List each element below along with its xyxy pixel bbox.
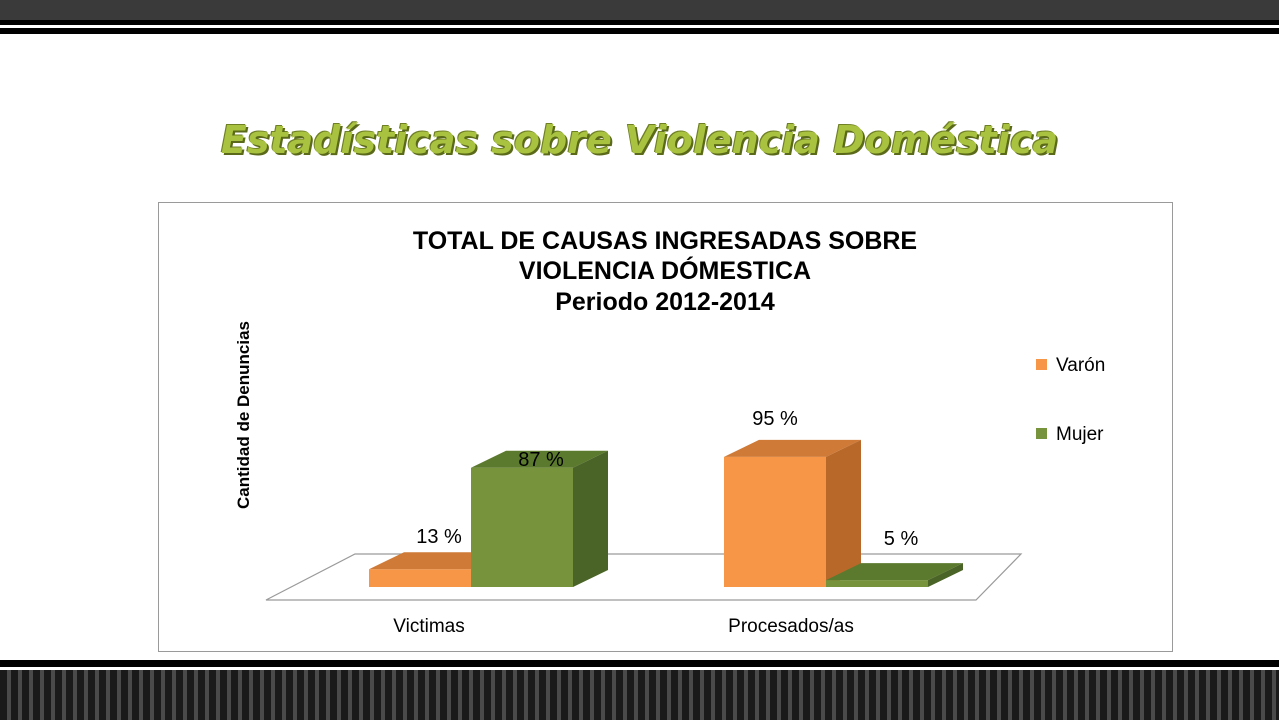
data-label-procesados-varon: 95 % (752, 408, 798, 430)
bar-procesados-mujer-side (928, 563, 963, 587)
data-label-victimas-varon: 13 % (416, 526, 462, 548)
bar-procesados-varon (724, 456, 826, 587)
slide-title: Estadísticas sobre Violencia Doméstica (220, 118, 1059, 162)
bottom-decor-line (0, 660, 1279, 667)
legend-swatch-mujer (1036, 428, 1047, 439)
chart-title-line: VIOLENCIA DÓMESTICA (519, 255, 811, 285)
bar-victimas-mujer-side (573, 450, 608, 587)
x-tick-label: Procesados/as (728, 616, 854, 637)
bar-victimas-mujer (471, 467, 573, 587)
bar-chart: TOTAL DE CAUSAS INGRESADAS SOBRE VIOLENC… (234, 227, 1105, 637)
bar-victimas-varon (369, 569, 471, 587)
bar-victimas-mujer-top (471, 450, 608, 468)
y-axis-label: Cantidad de Denuncias (234, 321, 253, 509)
chart-frame: TOTAL DE CAUSAS INGRESADAS SOBRE VIOLENC… (158, 202, 1173, 652)
data-label-procesados-mujer: 5 % (884, 528, 919, 550)
bar-procesados-mujer-top (826, 563, 963, 581)
bottom-decor-bar (0, 670, 1279, 720)
legend: Varón Mujer (1036, 355, 1105, 445)
top-decor-line (0, 20, 1279, 25)
legend-swatch-varon (1036, 359, 1047, 370)
bar-procesados-mujer (826, 580, 928, 587)
chart-title-line: TOTAL DE CAUSAS INGRESADAS SOBRE (413, 227, 917, 255)
chart-title-line: Periodo 2012-2014 (555, 288, 775, 316)
chart-title: TOTAL DE CAUSAS INGRESADAS SOBRE VIOLENC… (413, 227, 917, 316)
legend-label-mujer: Mujer (1056, 424, 1104, 445)
top-decor-line (0, 28, 1279, 34)
top-decor-bar (0, 0, 1279, 20)
data-label-victimas-mujer: 87 % (518, 449, 564, 471)
x-tick-label: Victimas (393, 616, 464, 637)
bars-group (369, 439, 963, 587)
legend-label-varon: Varón (1056, 355, 1105, 376)
bar-procesados-varon-side (826, 439, 861, 587)
bar-procesados-varon-top (724, 439, 861, 457)
